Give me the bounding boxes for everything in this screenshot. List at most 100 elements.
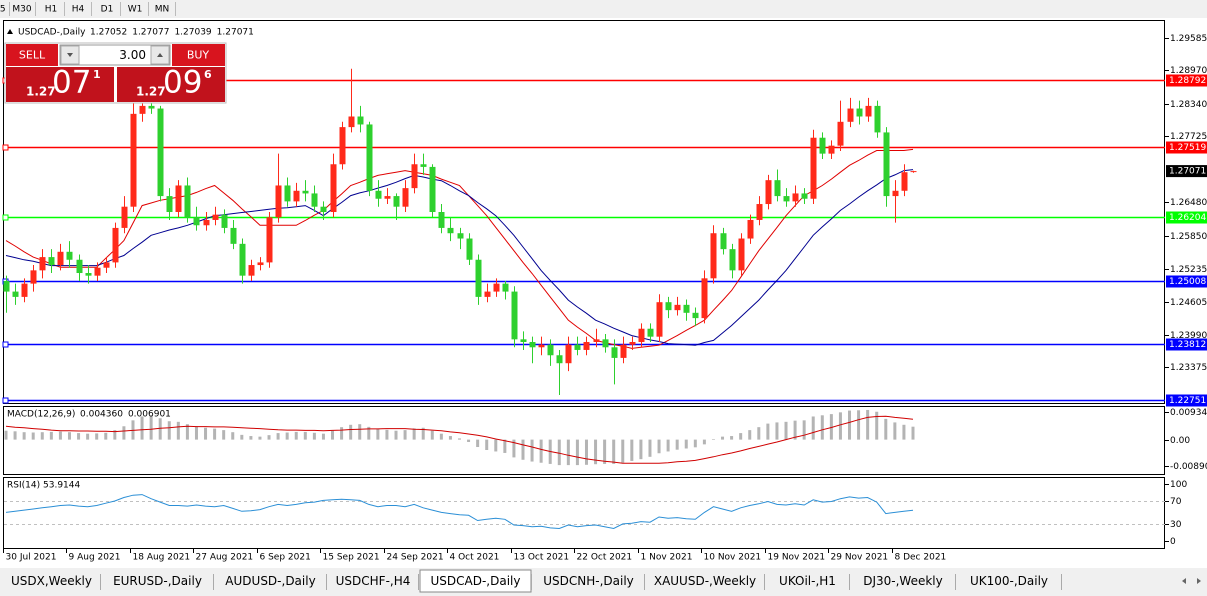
macd-bar (58, 431, 62, 440)
main-pane (3, 20, 1165, 404)
timeframe-button[interactable]: MN (155, 5, 170, 15)
macd-bar (539, 439, 543, 463)
candle-body (320, 206, 327, 212)
macd-bar (140, 416, 144, 440)
macd-bar (249, 436, 253, 440)
candle-body (57, 251, 64, 266)
level-handle[interactable] (2, 341, 9, 348)
candle-body (30, 270, 37, 284)
tab[interactable] (533, 572, 644, 591)
tab[interactable] (215, 572, 326, 591)
candle-body (330, 164, 337, 212)
tab[interactable] (102, 572, 213, 591)
macd-bar (603, 439, 607, 464)
tab-label[interactable]: USDX,Weekly (11, 574, 92, 588)
scroll-left[interactable] (1182, 578, 1186, 584)
candle-body (166, 196, 173, 212)
macd-bar (240, 434, 244, 440)
sell-price-box[interactable] (6, 67, 114, 102)
macd-bar (503, 439, 507, 453)
level-handle[interactable] (2, 144, 9, 151)
timeframe-button[interactable]: M15 (0, 5, 6, 15)
timeframe-button[interactable]: M30 (12, 5, 31, 15)
macd-bar (594, 439, 598, 465)
candle-body (538, 344, 545, 348)
y-tick-label: 1.27725 (1170, 132, 1207, 142)
candle-body (284, 185, 291, 202)
scroll-right[interactable] (1197, 578, 1201, 584)
macd-bar (321, 433, 325, 440)
buy-price-box[interactable] (117, 67, 225, 102)
level-handle[interactable] (2, 397, 9, 404)
level-label-box (1166, 211, 1207, 224)
sell-label[interactable]: SELL (19, 49, 46, 62)
macd-bar (204, 427, 208, 440)
tab-label[interactable]: UKOil-,H1 (779, 574, 836, 588)
candle-body (466, 238, 473, 260)
macd-bar (149, 415, 153, 440)
tab[interactable] (3, 572, 100, 591)
tab-label[interactable]: USDCHF-,H4 (336, 574, 411, 588)
tab[interactable] (851, 572, 955, 591)
macd-bar (331, 430, 335, 440)
macd-bar (4, 430, 8, 440)
sell-button[interactable] (6, 44, 58, 66)
buy-button[interactable] (172, 44, 225, 66)
candle-body (3, 280, 10, 292)
tab-label[interactable]: USDCNH-,Daily (543, 574, 634, 588)
candle-body (447, 227, 454, 234)
x-tick-label: 22 Oct 2021 (577, 553, 633, 563)
lot-value[interactable]: 3.00 (119, 48, 146, 62)
candle-body (94, 267, 101, 276)
candle-body (375, 190, 382, 199)
macd-bar (167, 421, 171, 440)
level-label: 1.25008 (1169, 277, 1206, 287)
timeframe-button[interactable]: H4 (72, 5, 85, 15)
tab-label[interactable]: EURUSD-,Daily (113, 574, 202, 588)
candle-body (357, 116, 364, 125)
candle-body (402, 188, 409, 207)
sell-price-point: 1 (93, 68, 101, 81)
chart-menu-arrow[interactable] (7, 29, 13, 34)
macd-bar (267, 435, 271, 440)
tab[interactable] (646, 572, 764, 591)
candle-body (747, 219, 754, 239)
macd-bar (811, 416, 815, 440)
macd-bar (194, 426, 198, 440)
indicator-value: 0.004360 (80, 410, 123, 420)
macd-bar (748, 430, 752, 440)
candle-body (230, 227, 237, 244)
candle-body (729, 249, 736, 271)
timeframe-button[interactable]: H1 (45, 5, 58, 15)
lot-input[interactable] (59, 44, 171, 66)
timeframe-button[interactable]: D1 (101, 5, 114, 15)
level-handle[interactable] (2, 214, 9, 221)
macd-bar (349, 424, 353, 440)
tab-label[interactable]: XAUUSD-,Weekly (654, 574, 756, 588)
tab-label[interactable]: UK100-,Daily (970, 574, 1048, 588)
macd-bar (857, 410, 861, 440)
candle-body (720, 233, 727, 250)
macd-bar (258, 436, 262, 440)
timeframe-button[interactable]: W1 (128, 5, 143, 15)
ohlc-value: 1.27039 (174, 28, 211, 38)
sell-price-pips: 07 (52, 65, 91, 101)
tab[interactable] (957, 572, 1061, 591)
buy-label[interactable]: BUY (187, 49, 210, 62)
candle-body (910, 171, 917, 173)
macd-bar (884, 418, 888, 440)
tab-label[interactable]: AUDUSD-,Daily (225, 574, 315, 588)
level-label-box (1166, 338, 1207, 351)
down-arrow (67, 53, 73, 57)
tab[interactable] (766, 572, 849, 591)
tab-label[interactable]: USDCAD-,Daily (431, 574, 521, 588)
candle-body (366, 124, 373, 191)
macd-bar (639, 439, 643, 460)
candle-body (810, 137, 817, 199)
macd-bar (77, 433, 81, 440)
candle-body (783, 196, 790, 202)
tab-label[interactable]: DJ30-,Weekly (863, 574, 943, 588)
tab[interactable] (328, 572, 418, 591)
candle-body (12, 291, 19, 297)
indicator-title: MACD(12,26,9) (7, 410, 75, 420)
